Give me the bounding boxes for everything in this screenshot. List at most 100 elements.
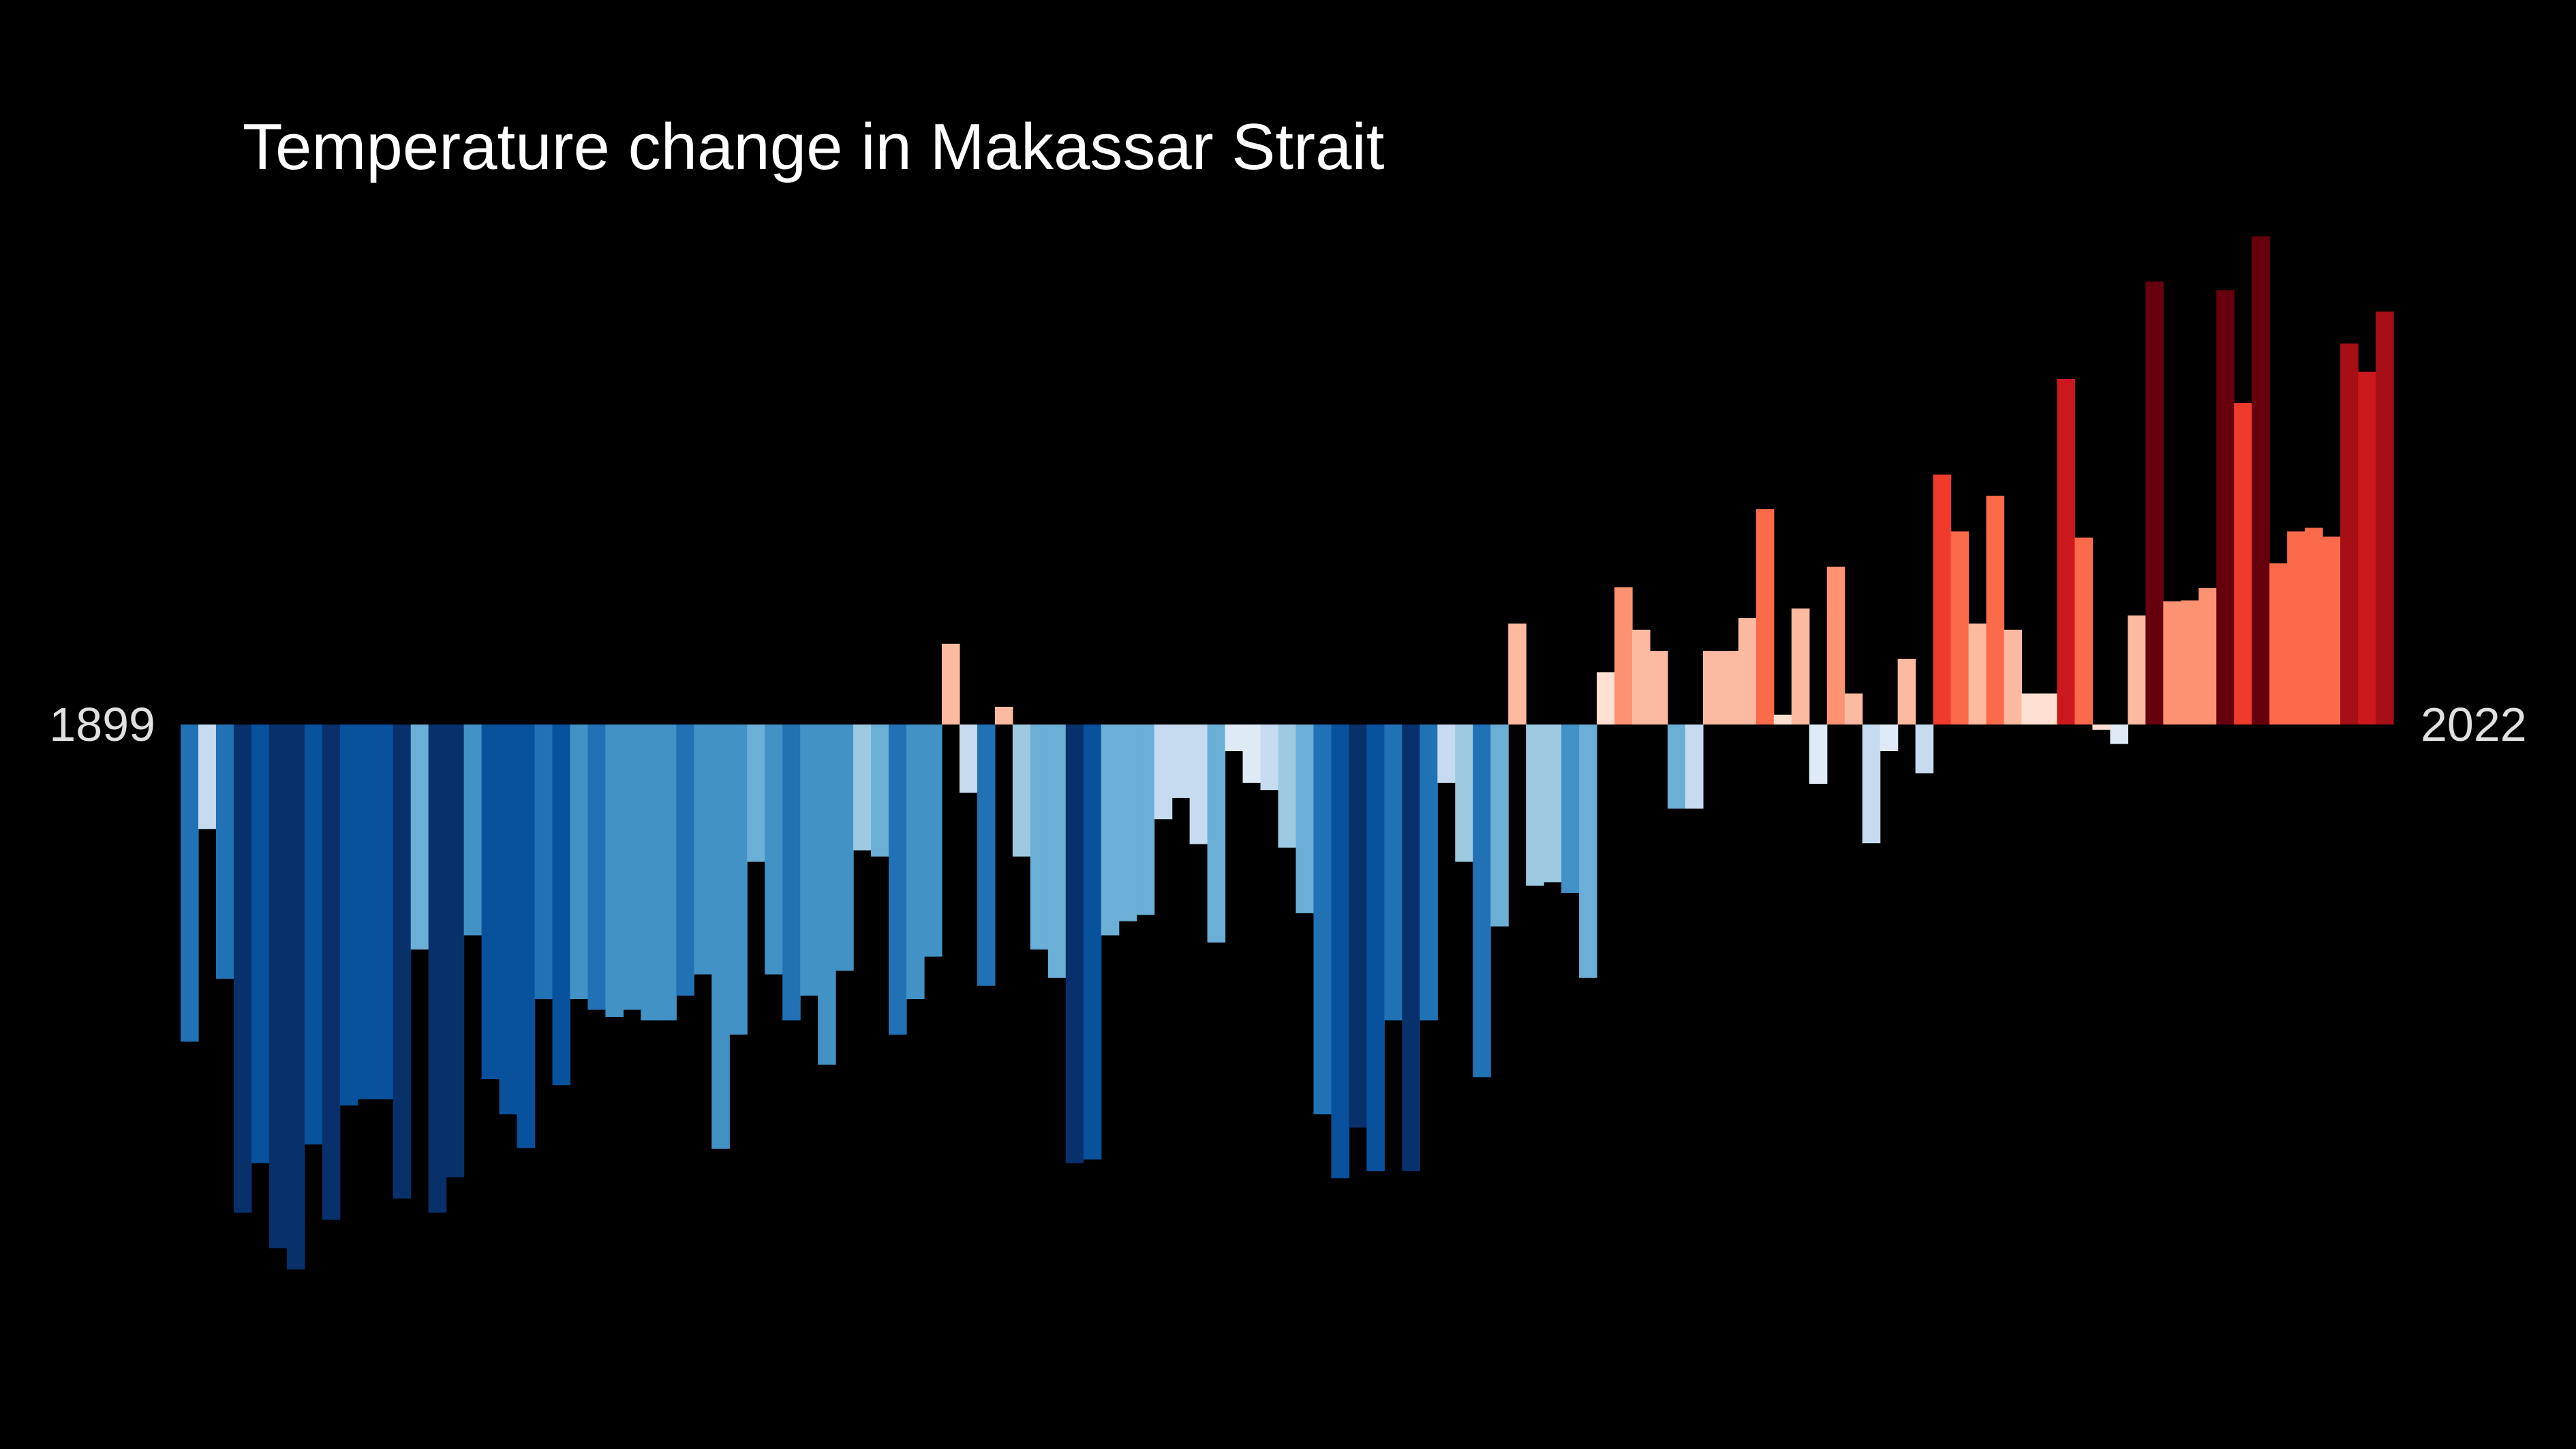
bar-1928: [694, 724, 712, 975]
bar-1955: [1171, 724, 1191, 798]
bar-1974: [1508, 623, 1527, 724]
bar-2009: [2128, 615, 2146, 724]
bar-1916: [481, 724, 500, 1079]
bar-2021: [2340, 344, 2359, 724]
bar-1948: [1047, 724, 1067, 978]
bar-1983: [1667, 724, 1686, 809]
bar-1951: [1101, 724, 1120, 936]
bar-1910: [375, 724, 394, 1099]
bar-1914: [446, 724, 465, 1178]
bar-1903: [251, 724, 270, 1163]
bar-2008: [2110, 724, 2128, 744]
bar-2013: [2198, 588, 2217, 724]
bar-1901: [215, 724, 234, 979]
bar-1972: [1473, 724, 1491, 1078]
bar-1973: [1490, 724, 1509, 927]
bar-1967: [1384, 724, 1402, 1021]
bar-1913: [428, 724, 447, 1213]
bar-2012: [2181, 600, 2199, 724]
bar-2023: [2376, 311, 2394, 724]
bar-1931: [747, 724, 765, 862]
bar-2017: [2269, 563, 2288, 724]
bar-2014: [2216, 290, 2235, 724]
bar-1939: [889, 724, 907, 1035]
bar-1969: [1420, 724, 1438, 1021]
bar-1946: [1012, 724, 1031, 857]
end-year-label: 2022: [2421, 698, 2527, 751]
bar-1947: [1030, 724, 1049, 950]
bar-1995: [1880, 724, 1899, 751]
bar-1907: [322, 724, 341, 1220]
bar-1980: [1614, 587, 1633, 724]
bar-1949: [1065, 724, 1084, 1163]
bar-1996: [1897, 658, 1916, 724]
bar-1933: [782, 724, 801, 1021]
start-year-label: 1899: [49, 698, 155, 751]
bar-1966: [1366, 724, 1385, 1172]
bar-1981: [1632, 629, 1651, 724]
bar-1965: [1349, 724, 1367, 1128]
bar-1962: [1295, 724, 1315, 913]
bar-1909: [357, 724, 376, 1099]
bar-1945: [994, 707, 1013, 724]
bar-1958: [1225, 724, 1244, 751]
bar-2003: [2021, 693, 2040, 724]
bar-1950: [1083, 724, 1102, 1160]
bar-1964: [1331, 724, 1350, 1178]
bar-1920: [552, 724, 571, 1086]
chart-title: Temperature change in Makassar Strait: [243, 110, 1384, 183]
bar-1986: [1720, 651, 1739, 724]
bar-1984: [1685, 724, 1704, 809]
bar-1989: [1773, 714, 1792, 724]
bar-1918: [517, 724, 536, 1148]
bar-1899: [181, 724, 199, 1042]
bar-1993: [1844, 693, 1863, 724]
bar-1930: [729, 724, 748, 1035]
bar-1924: [623, 724, 641, 1010]
bar-1936: [835, 724, 854, 971]
bar-1994: [1862, 724, 1881, 844]
bar-1988: [1755, 509, 1775, 724]
bar-2015: [2234, 403, 2252, 724]
bar-1912: [410, 724, 429, 950]
bar-1905: [286, 724, 305, 1270]
bar-2016: [2252, 236, 2270, 724]
bar-1923: [605, 724, 624, 1017]
bar-1942: [941, 643, 960, 724]
bar-1921: [570, 724, 589, 999]
bar-1954: [1154, 724, 1173, 820]
bar-1922: [587, 724, 607, 1010]
bar-1932: [765, 724, 783, 975]
bar-1997: [1915, 724, 1934, 774]
bar-1925: [641, 724, 659, 1021]
bar-1943: [959, 724, 978, 793]
bar-1956: [1189, 724, 1208, 844]
bar-1957: [1207, 724, 1226, 943]
bar-2002: [2004, 629, 2023, 724]
bar-1960: [1260, 724, 1279, 791]
bar-1970: [1437, 724, 1456, 783]
bar-1953: [1136, 724, 1155, 915]
bar-1963: [1313, 724, 1332, 1114]
bar-2019: [2305, 528, 2323, 724]
bar-1911: [393, 724, 412, 1199]
bar-1904: [269, 724, 288, 1249]
bar-2004: [2039, 693, 2058, 724]
bar-1929: [711, 724, 730, 1149]
bar-1979: [1597, 672, 1615, 724]
bar-1919: [534, 724, 553, 999]
bar-1998: [1933, 474, 1952, 724]
bar-1985: [1702, 651, 1721, 724]
bar-1990: [1791, 608, 1810, 724]
bar-1940: [906, 724, 925, 999]
bar-series: [181, 236, 2394, 1270]
bar-1941: [923, 724, 942, 957]
bar-2020: [2322, 536, 2341, 724]
bar-1987: [1738, 618, 1757, 724]
bar-1982: [1650, 651, 1668, 724]
bar-1926: [658, 724, 677, 1021]
bar-2022: [2358, 371, 2376, 724]
bar-1961: [1278, 724, 1297, 848]
bar-1971: [1455, 724, 1473, 862]
bar-1977: [1561, 724, 1580, 893]
